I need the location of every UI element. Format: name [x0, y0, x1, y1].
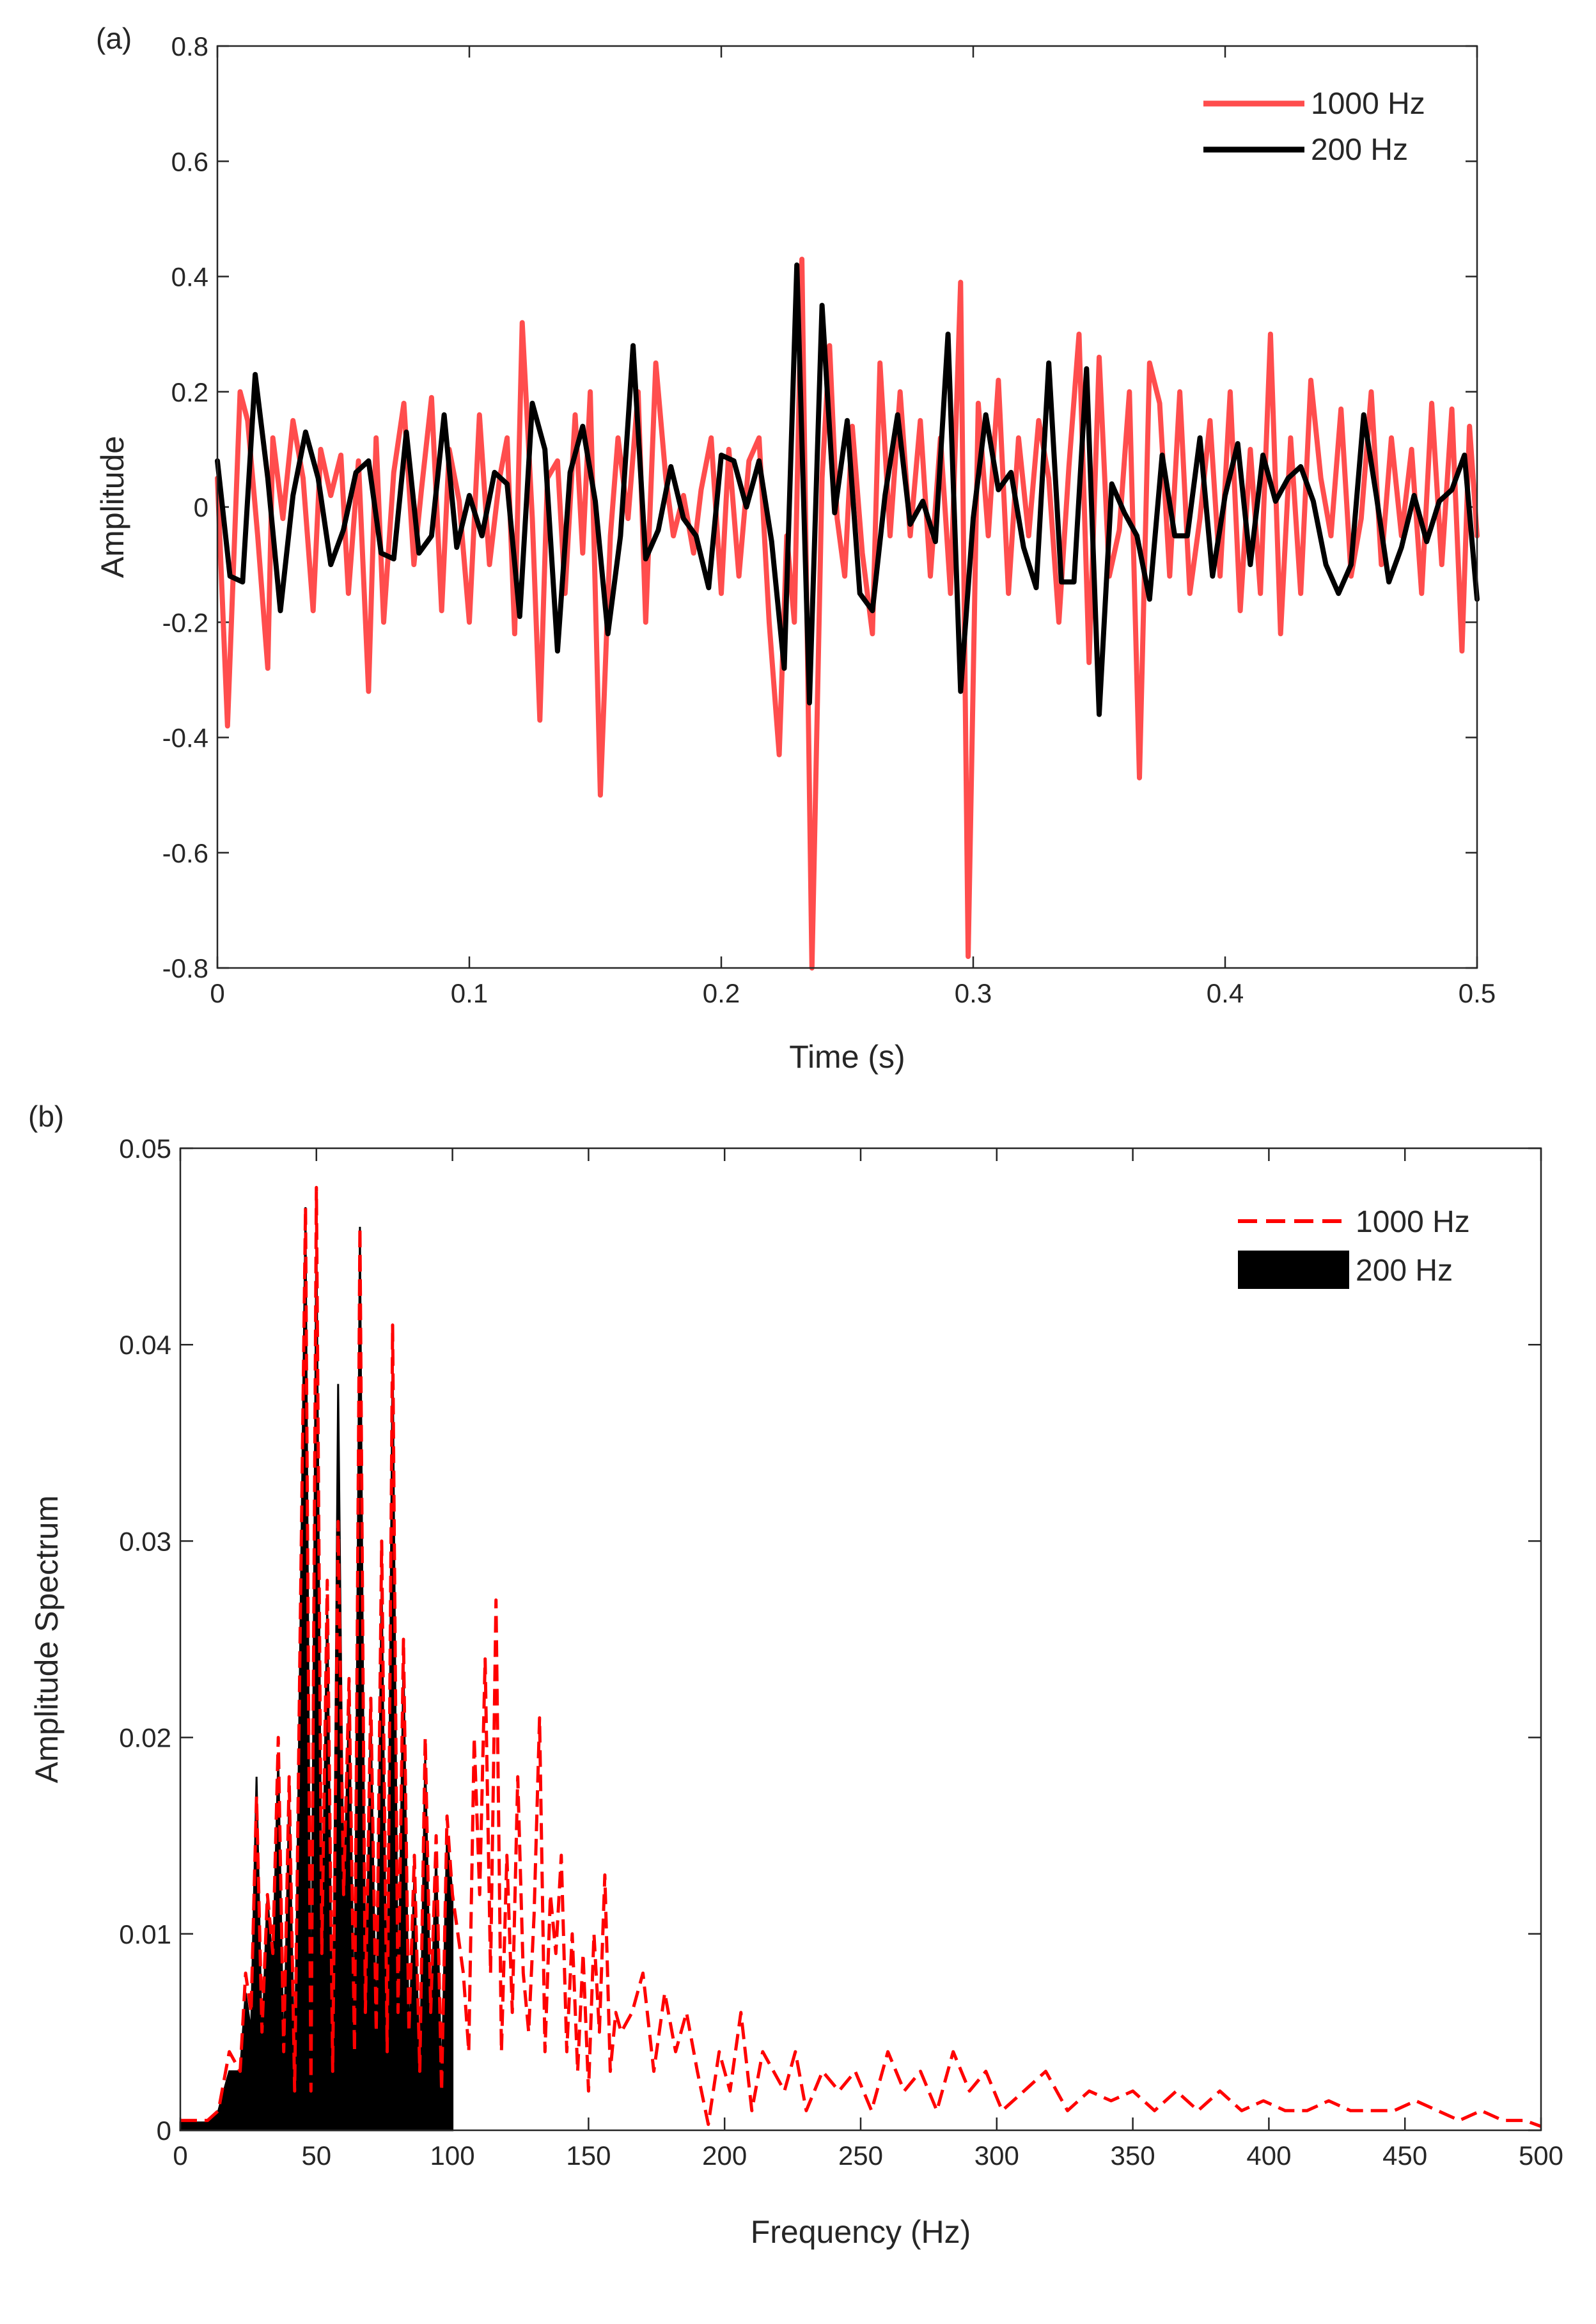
- panel-a-axes-box: [216, 45, 1478, 969]
- xtick-label: 0: [173, 2141, 187, 2171]
- panel-a-xlabel: Time (s): [789, 1039, 905, 1075]
- panel-b-legend: 1000 Hz 200 Hz: [1238, 1205, 1470, 1289]
- legend-b-swatch-200hz: [1238, 1251, 1349, 1289]
- ytick-label: 0.02: [119, 1723, 171, 1753]
- xtick-label: 200: [702, 2141, 747, 2171]
- ytick-label: 0.8: [171, 31, 208, 61]
- series-1000hz-line: [180, 1185, 1542, 2128]
- panel-b-xlabel: Frequency (Hz): [751, 2214, 971, 2250]
- xtick-label: 50: [301, 2141, 331, 2171]
- ytick-label: 0.4: [171, 262, 208, 292]
- panel-a-time-domain: (a) 0 0.1 0.2 0.3 0.4 0.5 -0.8 -0.6 -0.4 -0.2 0 0.2…: [95, 22, 1496, 1075]
- legend-a-label-1000hz: 1000 Hz: [1311, 87, 1425, 121]
- panel-b-plot-area: [179, 1185, 1542, 2132]
- series-1000hz-line: [215, 256, 1480, 971]
- panel-a-label: (a): [96, 22, 132, 55]
- legend-b-label-1000hz: 1000 Hz: [1356, 1205, 1470, 1239]
- xtick-label: 250: [838, 2141, 883, 2171]
- panel-a-plot-area: [215, 256, 1480, 971]
- ytick-label: -0.4: [162, 723, 208, 753]
- xtick-label: 0.5: [1459, 978, 1496, 1008]
- ytick-label: 0.01: [119, 1919, 171, 1949]
- ytick-label: -0.6: [162, 838, 208, 868]
- xtick-label: 450: [1382, 2141, 1427, 2171]
- xtick-label: 0: [210, 978, 224, 1008]
- ytick-label: -0.2: [162, 607, 208, 637]
- panel-a-ticks: 0 0.1 0.2 0.3 0.4 0.5 -0.8 -0.6 -0.4 -0.2 0 0.2 0.4 0…: [162, 31, 1496, 1008]
- legend-a-label-200hz: 200 Hz: [1311, 133, 1408, 167]
- panel-b-label: (b): [28, 1100, 64, 1133]
- legend-b-label-200hz: 200 Hz: [1356, 1254, 1453, 1288]
- xtick-label: 300: [974, 2141, 1019, 2171]
- ytick-label: 0: [157, 2116, 171, 2146]
- ytick-label: -0.8: [162, 953, 208, 983]
- ytick-label: 0: [194, 492, 208, 522]
- panel-b-ticks: 0 50 100 150 200 250 300 350 400 450 500 0 0.01 0.02 0…: [119, 1134, 1563, 2171]
- xtick-label: 0.3: [955, 978, 992, 1008]
- ytick-label: 0.05: [119, 1134, 171, 1164]
- xtick-label: 0.1: [451, 978, 488, 1008]
- panel-a-ylabel: Amplitude: [95, 436, 130, 578]
- xtick-label: 500: [1519, 2141, 1563, 2171]
- ytick-label: 0.04: [119, 1330, 171, 1360]
- xtick-label: 100: [430, 2141, 475, 2171]
- panel-b-axes-box: [179, 1147, 1542, 2132]
- panel-b-spectrum: (b) 0 50 100 150 200 250 300 350 400 450 50000.010…: [28, 1100, 1563, 2250]
- xtick-label: 400: [1246, 2141, 1291, 2171]
- xtick-label: 0.2: [703, 978, 740, 1008]
- panel-b-ylabel: Amplitude Spectrum: [29, 1495, 65, 1783]
- panel-a-legend: 1000 Hz 200 Hz: [1203, 87, 1425, 167]
- xtick-label: 0.4: [1207, 978, 1244, 1008]
- series-200hz-line: [215, 262, 1480, 717]
- ytick-label: 0.03: [119, 1526, 171, 1556]
- ytick-label: 0.2: [171, 377, 208, 407]
- ytick-label: 0.6: [171, 146, 208, 176]
- xtick-label: 150: [566, 2141, 611, 2171]
- xtick-label: 350: [1111, 2141, 1155, 2171]
